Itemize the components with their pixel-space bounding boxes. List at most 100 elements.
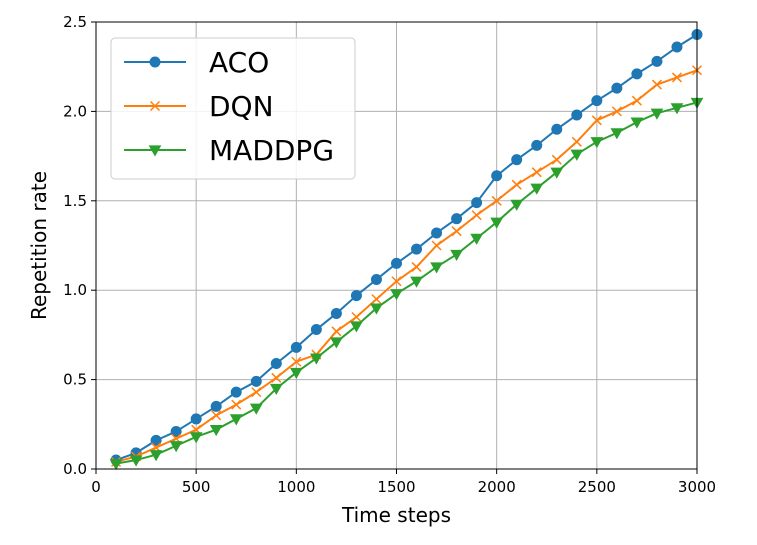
dqn-point	[271, 372, 282, 383]
aco-point	[370, 273, 382, 285]
y-tick-label: 2.0	[63, 102, 87, 120]
x-marker-stroke	[371, 294, 382, 305]
dqn-point	[551, 154, 562, 165]
maddpg-point	[590, 137, 604, 149]
x-marker-stroke	[251, 387, 262, 398]
x-marker-stroke	[511, 179, 522, 190]
maddpg-point	[169, 441, 183, 453]
x-marker-stroke	[391, 276, 402, 287]
aco-point	[310, 324, 322, 336]
x-marker-stroke	[451, 226, 462, 237]
legend-marker-dqn	[149, 100, 161, 112]
series-dqn	[111, 65, 703, 467]
x-marker-stroke	[291, 356, 302, 367]
x-marker-stroke	[211, 410, 222, 421]
maddpg-point	[410, 276, 423, 288]
aco-point	[451, 213, 463, 225]
maddpg-point	[350, 321, 363, 333]
aco-point	[591, 95, 603, 107]
aco-point	[391, 257, 402, 269]
x-marker-stroke	[531, 167, 542, 178]
x-marker-stroke	[631, 95, 642, 106]
legend-box	[110, 37, 356, 180]
aco-point	[250, 375, 262, 387]
aco-point	[551, 123, 563, 135]
maddpg-point	[289, 367, 303, 379]
maddpg-point	[630, 117, 644, 129]
dqn-point	[591, 115, 602, 126]
maddpg-point	[109, 459, 123, 471]
aco-point	[671, 41, 683, 53]
legend-item-aco: ACO	[124, 46, 269, 79]
x-marker-stroke	[671, 72, 682, 83]
maddpg-point	[610, 128, 624, 140]
maddpg-point	[249, 403, 263, 415]
aco-point	[190, 413, 202, 425]
maddpg-point	[229, 414, 243, 426]
aco-point	[330, 307, 342, 319]
maddpg-point	[570, 149, 584, 161]
maddpg-point	[129, 455, 143, 467]
aco-point	[150, 434, 162, 446]
legend-item-maddpg: MADDPG	[124, 134, 334, 167]
x-tick-label: 0	[91, 478, 101, 496]
aco-point	[651, 55, 663, 67]
maddpg-point	[330, 337, 343, 349]
dqn-point	[571, 136, 582, 147]
dqn-point	[631, 95, 642, 106]
aco-point	[170, 425, 182, 437]
x-marker-stroke	[611, 106, 622, 117]
aco-point	[350, 290, 362, 302]
aco-point	[471, 197, 483, 209]
x-marker-stroke	[471, 210, 482, 221]
x-marker-stroke	[351, 311, 362, 323]
aco-point	[431, 227, 443, 239]
legend-label-dqn: DQN	[209, 90, 274, 123]
dqn-point	[331, 326, 342, 337]
x-marker-stroke	[431, 240, 442, 251]
dqn-point	[211, 410, 222, 421]
maddpg-point	[209, 425, 223, 437]
aco-point	[210, 400, 222, 412]
maddpg-point	[370, 303, 383, 315]
dqn-point	[251, 387, 262, 398]
y-tick-label: 2.5	[63, 13, 87, 31]
dqn-point	[511, 179, 522, 190]
x-tick-label: 1500	[377, 478, 415, 496]
dqn-point	[671, 72, 682, 83]
dqn-point	[431, 240, 442, 251]
aco-point	[411, 243, 423, 255]
maddpg-point	[390, 289, 403, 301]
aco-point	[611, 82, 623, 94]
y-tick-label: 1.0	[63, 281, 87, 299]
x-tick-label: 2500	[578, 478, 616, 496]
dqn-point	[491, 195, 502, 206]
x-marker-stroke	[571, 136, 582, 147]
dqn-point	[651, 79, 662, 90]
aco-point	[270, 358, 282, 370]
maddpg-point	[310, 353, 323, 365]
legend-label-maddpg: MADDPG	[209, 134, 334, 167]
x-tick-label: 2000	[478, 478, 516, 496]
x-marker-stroke	[591, 115, 602, 126]
aco-point	[290, 341, 302, 353]
maddpg-point	[470, 233, 483, 245]
dqn-point	[471, 210, 482, 221]
x-marker-stroke	[651, 79, 662, 90]
aco-point	[491, 170, 503, 182]
maddpg-point	[670, 103, 684, 115]
y-tick-label: 0.0	[63, 460, 87, 478]
maddpg-point	[530, 183, 544, 195]
x-marker-stroke	[149, 100, 161, 112]
maddpg-point	[430, 262, 443, 274]
aco-point	[511, 154, 523, 166]
x-tick-label: 3000	[678, 478, 716, 496]
legend-marker-aco	[149, 56, 161, 68]
maddpg-point	[650, 108, 664, 120]
y-axis-title: Repetition rate	[27, 171, 51, 320]
maddpg-point	[269, 383, 283, 396]
dqn-point	[611, 106, 622, 117]
x-tick-label: 500	[182, 478, 211, 496]
